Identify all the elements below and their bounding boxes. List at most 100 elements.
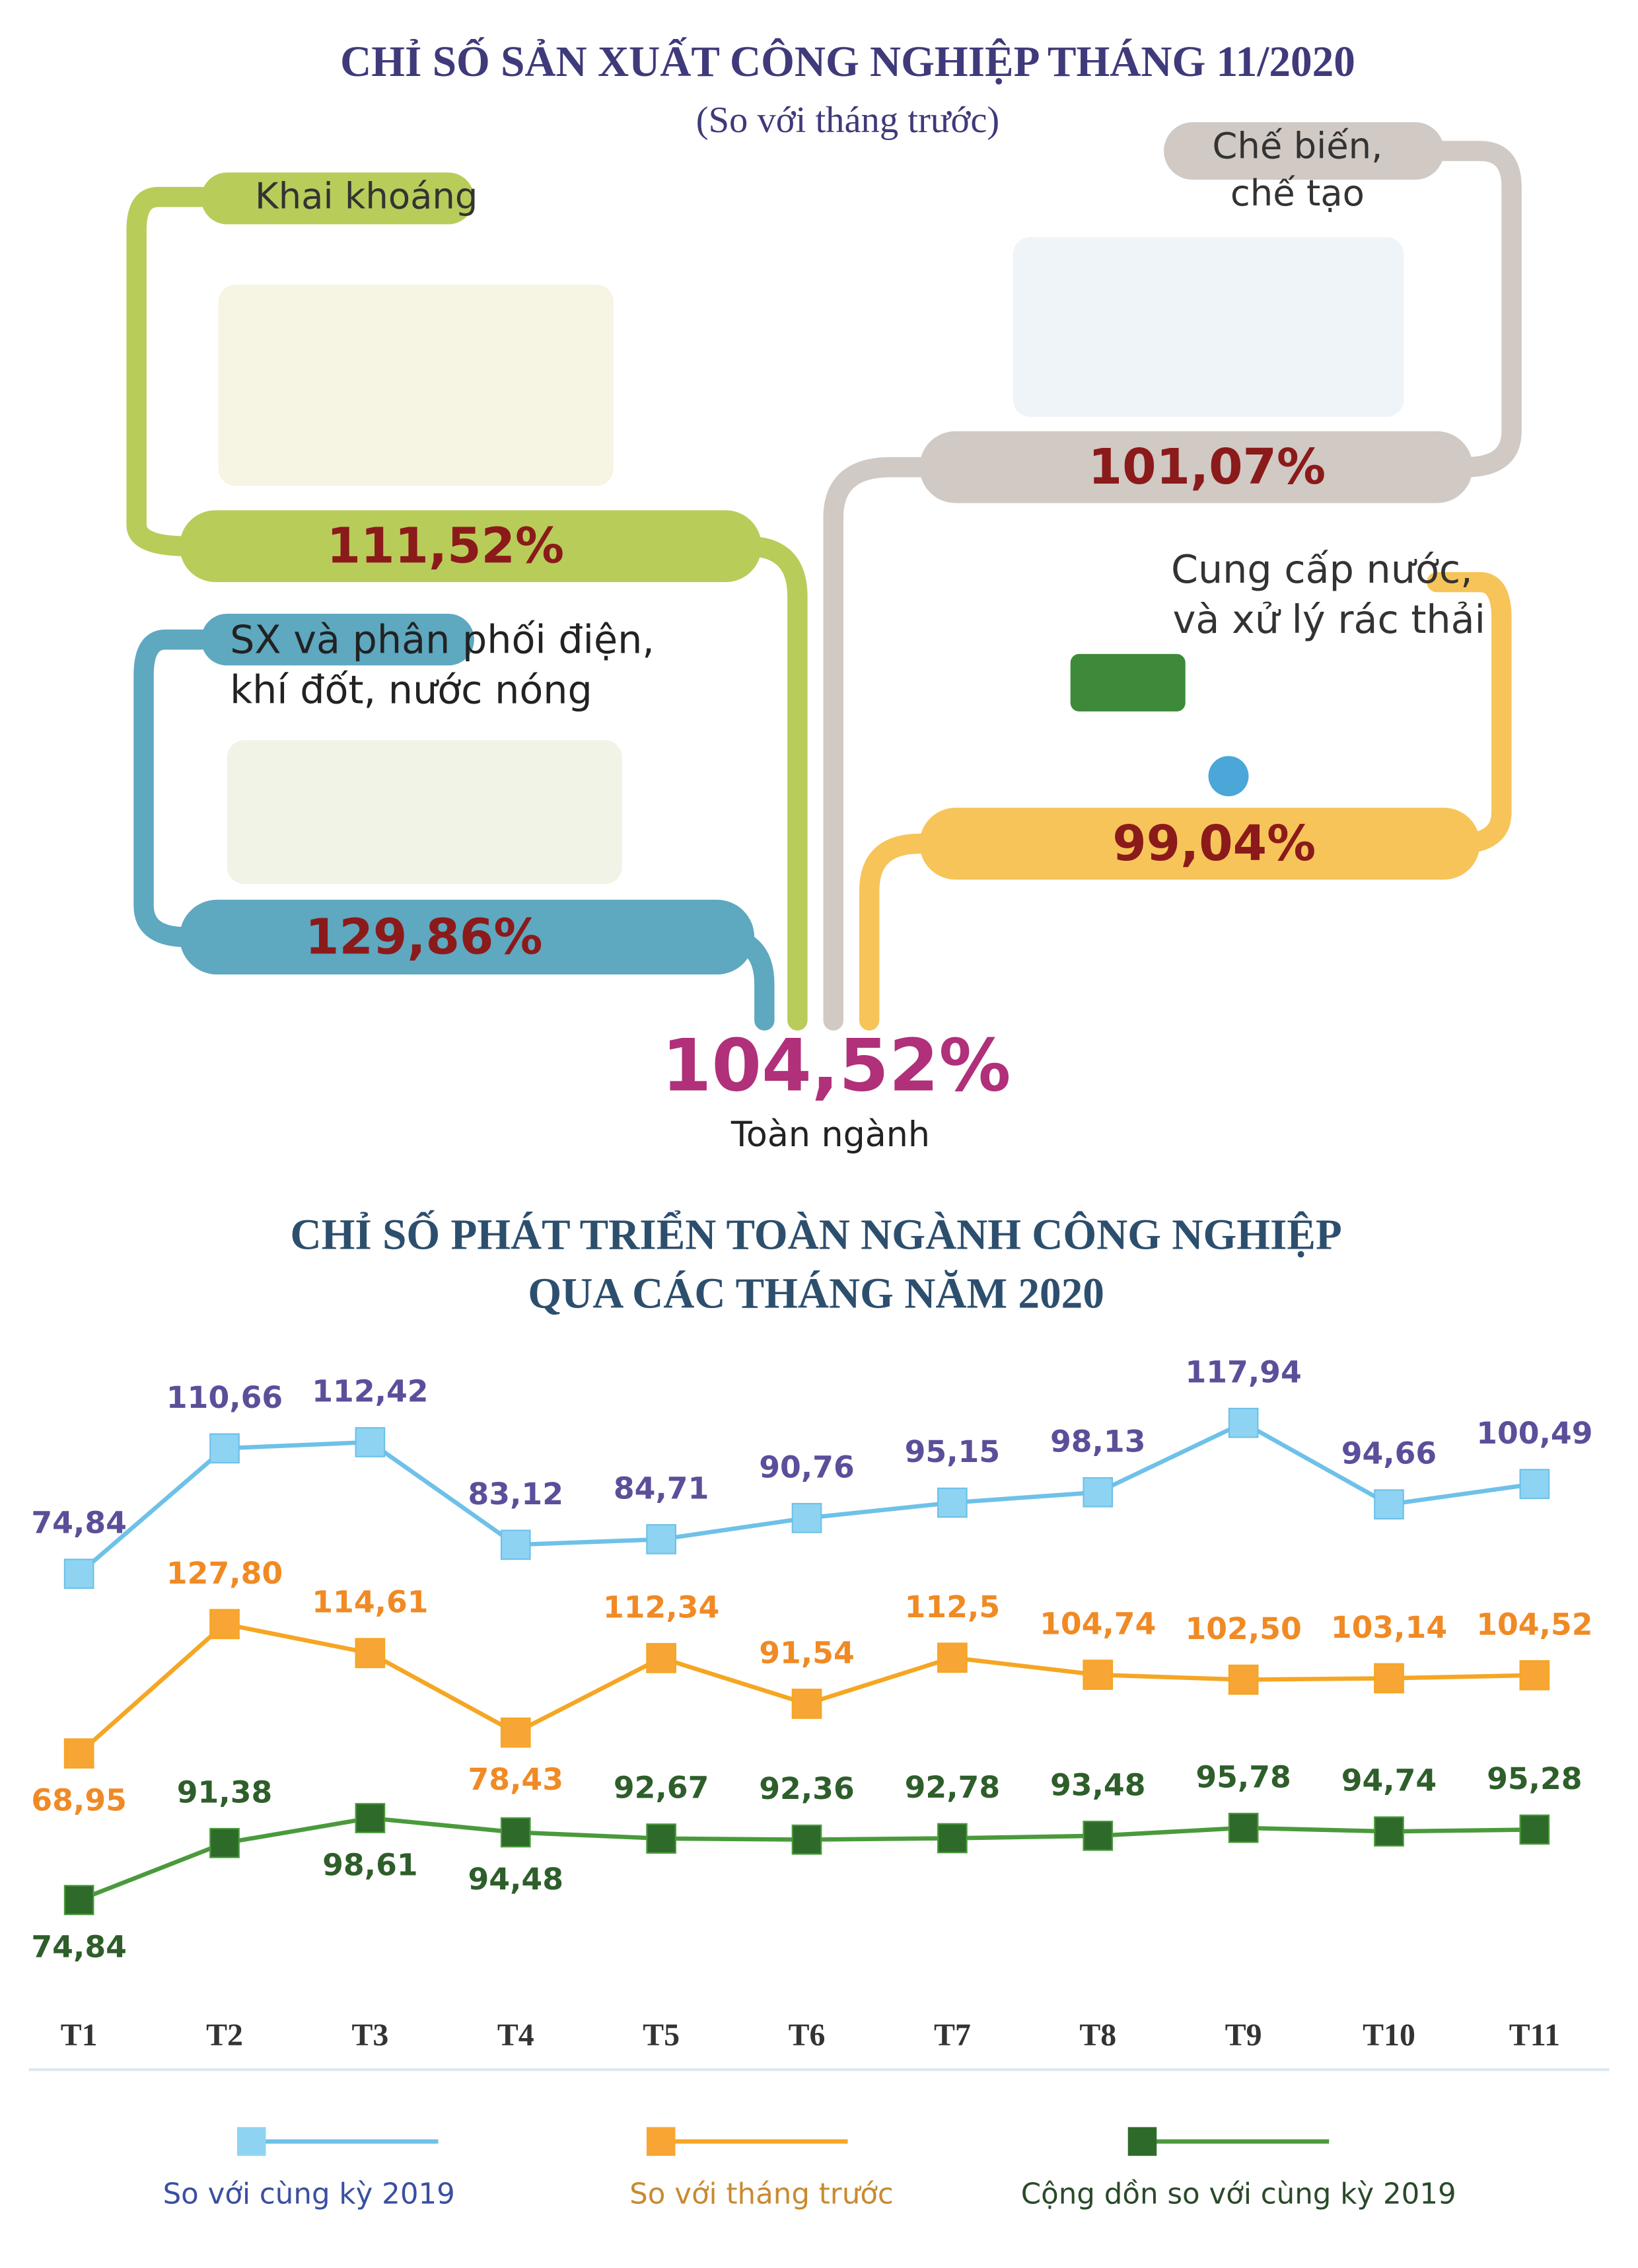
data-label: 104,74 [1040,1607,1156,1642]
sector-value: 129,86% [305,908,542,965]
marker [937,1823,968,1854]
sector-value: 111,52% [327,518,564,575]
marker [209,1433,240,1464]
sector-label: Khai khoáng [255,175,478,217]
data-label: 112,5 [905,1590,1000,1625]
series-line [77,1420,1535,1576]
x-tick-label: T5 [643,2018,680,2053]
value-pill [179,899,755,975]
illustration [1013,237,1404,417]
marker [500,1817,531,1848]
sector-label: khí đốt, nước nóng [230,667,592,713]
legend-label: So với tháng trước [629,2178,894,2211]
data-label: 127,80 [166,1556,283,1591]
legend-marker [646,2127,676,2156]
marker [355,1427,386,1457]
marker [1083,1820,1114,1851]
value-pill [919,431,1473,503]
illustration [1070,653,1186,712]
marker [1374,1663,1404,1694]
data-label: 114,61 [312,1585,428,1620]
data-label: 103,14 [1331,1610,1447,1645]
marker [1228,1812,1259,1843]
x-tick-label: T2 [206,2018,243,2053]
chart-title: QUA CÁC THÁNG NĂM 2020 [528,1270,1104,1317]
sector-label: chế tạo [1230,172,1365,214]
x-tick-label: T11 [1509,2018,1560,2053]
marker [1374,1816,1404,1847]
data-label: 98,13 [1050,1424,1145,1459]
data-label: 74,84 [31,1929,126,1964]
chart-title: CHỈ SỐ PHÁT TRIỂN TOÀN NGÀNH CÔNG NGHIỆP [291,1210,1342,1259]
data-label: 94,48 [468,1862,563,1897]
data-label: 92,78 [905,1770,1000,1805]
data-label: 117,94 [1185,1354,1301,1389]
marker [1083,1660,1114,1690]
marker [937,1642,968,1673]
illustration [218,284,614,486]
marker [500,1717,531,1748]
sector-values: 111,52% 101,07% 129,86% 99,04% [305,439,1326,965]
subtitle: (So với tháng trước) [696,100,999,141]
marker [1228,1407,1259,1438]
data-label: 104,52 [1476,1607,1592,1642]
marker [646,1524,676,1555]
marker [1374,1489,1404,1519]
marker [791,1824,822,1855]
x-tick-label: T10 [1363,2018,1415,2053]
marker [500,1529,531,1560]
marker [1083,1477,1114,1508]
marker [209,1609,240,1640]
connector [126,186,808,1031]
marker [646,1823,676,1854]
data-label: 92,67 [614,1771,709,1806]
data-label: 84,71 [614,1471,709,1506]
marker [355,1803,386,1833]
data-label: 91,38 [177,1774,272,1810]
data-label: 112,42 [312,1374,428,1409]
illustration [1208,756,1249,797]
label-pill [201,613,474,666]
label-pill [1164,122,1444,180]
title: CHỈ SỐ SẢN XUẤT CÔNG NGHIỆP THÁNG 11/202… [340,37,1355,86]
marker [63,1558,94,1590]
data-label: 112,34 [603,1590,719,1625]
total-label: Toàn ngành [730,1115,930,1155]
marker [63,1738,94,1769]
line-chart: T1 T2 T3 T4 T5 T6 T7 T8 T9 T10 T11 74,84 110,66 112,4… [28,1354,1610,2211]
total-value: 104,52% [662,1024,1011,1108]
data-label: 91,54 [759,1635,854,1670]
x-tick-label: T8 [1079,2018,1116,2053]
marker [209,1827,240,1858]
marker [1519,1814,1550,1845]
value-pill [179,510,762,583]
marker [1519,1469,1550,1500]
connector [823,141,1522,1031]
data-label: 94,74 [1341,1763,1437,1798]
data-label: 83,12 [468,1477,563,1512]
data-label: 78,43 [468,1762,563,1797]
legend-marker [1127,2127,1157,2156]
legend-marker [236,2127,266,2156]
value-pill [919,807,1480,880]
x-tick-label: T3 [351,2018,388,2053]
label-pill [201,172,474,225]
data-label: 93,48 [1050,1767,1145,1802]
marker [1228,1664,1259,1695]
x-tick-label: T9 [1225,2018,1262,2053]
sector-label: SX và phân phối điện, [230,617,655,663]
sector-label: và xử lý rác thải [1173,597,1485,642]
data-label: 100,49 [1476,1416,1592,1451]
data-label: 74,84 [31,1506,126,1541]
legend-label: Cộng dồn so với cùng kỳ 2019 [1021,2178,1456,2211]
data-label: 95,78 [1195,1759,1291,1794]
data-label: 90,76 [759,1449,854,1484]
data-label: 110,66 [166,1380,283,1415]
sector-label: Chế biến, [1212,125,1382,166]
legend-label: So với cùng kỳ 2019 [163,2178,455,2211]
data-label: 95,28 [1487,1761,1582,1796]
x-tick-label: T4 [497,2018,534,2053]
data-label: 92,36 [759,1771,854,1806]
